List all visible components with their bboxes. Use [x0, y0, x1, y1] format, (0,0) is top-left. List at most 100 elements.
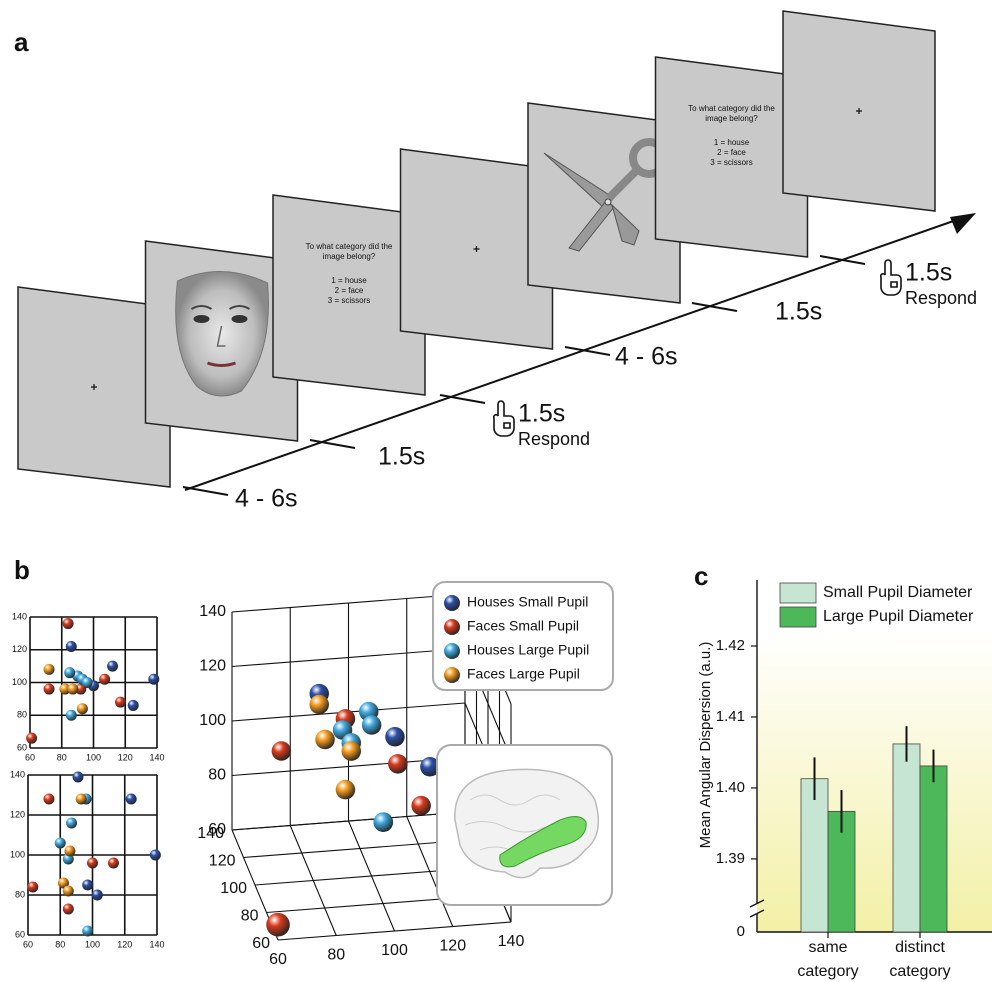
data-point — [43, 793, 55, 805]
interval-tick — [309, 439, 356, 449]
legend-marker — [444, 619, 460, 635]
data-point — [266, 912, 290, 937]
interval-action: Respond — [905, 288, 977, 308]
data-point — [26, 732, 38, 744]
face-eye — [193, 315, 210, 323]
y-tick-label: 120 — [209, 853, 236, 870]
fixation-cross — [473, 246, 480, 252]
legend-marker — [444, 667, 460, 683]
bar — [892, 743, 921, 933]
interval-duration: 1.5s — [378, 443, 425, 471]
plot-background — [757, 580, 992, 932]
face-mouth — [206, 361, 237, 367]
data-point — [27, 881, 39, 893]
interval-duration: 4 - 6s — [615, 343, 678, 371]
x-tick-label: 60 — [25, 752, 35, 762]
screen — [144, 240, 299, 442]
legend-label: Large Pupil Diameter — [823, 608, 974, 625]
bar — [919, 765, 948, 933]
interval-tick — [819, 255, 866, 265]
legend-marker — [444, 643, 460, 659]
x-tick-label: 60 — [269, 951, 287, 968]
x-tick-label: 80 — [55, 939, 65, 949]
data-point — [43, 683, 55, 695]
y-tick-label: 80 — [15, 889, 25, 899]
scissors-handle — [611, 203, 640, 246]
data-point — [107, 660, 119, 672]
z-tick-label: 100 — [199, 712, 226, 729]
screen — [782, 10, 936, 212]
x-tick-label: 140 — [149, 939, 164, 949]
legend-label: Faces Small Pupil — [467, 618, 579, 634]
legend-swatch — [779, 606, 817, 628]
question-text: 1 = house — [331, 276, 367, 285]
data-point — [62, 618, 74, 630]
question-text: 3 = scissors — [710, 158, 752, 167]
z-tick-label: 140 — [199, 603, 226, 620]
hand-icon — [879, 259, 902, 296]
question-text: 2 = face — [717, 148, 746, 157]
brain-region — [499, 816, 587, 868]
data-point — [361, 715, 382, 735]
y-tick-label: 80 — [241, 908, 259, 925]
question-text: image belong? — [323, 252, 376, 261]
question-text: 3 = scissors — [328, 296, 370, 305]
interval-duration: 1.5s — [775, 298, 822, 326]
interval-tick — [182, 486, 229, 496]
data-point — [341, 741, 362, 761]
data-point — [54, 837, 66, 849]
z-tick-label: 80 — [208, 767, 226, 784]
question-text: To what category did the — [688, 104, 775, 113]
legend-label: Faces Large Pupil — [467, 666, 580, 682]
interval-duration: 1.5s — [518, 400, 565, 428]
bar — [800, 778, 829, 933]
x-tick-label: 80 — [327, 947, 345, 964]
interval-duration: 1.5s — [905, 259, 952, 287]
interval-action: Respond — [518, 429, 590, 449]
x-tick-label: 140 — [149, 752, 164, 762]
y-tick-label: 100 — [220, 880, 247, 897]
x-tick-label: same category — [797, 939, 859, 980]
x-tick-label: 100 — [381, 942, 408, 959]
time-axis — [184, 217, 963, 491]
legend-swatch — [779, 582, 817, 604]
screen — [17, 286, 171, 488]
x-tick-label: 60 — [23, 939, 33, 949]
question-text: To what category did the — [306, 242, 393, 251]
data-point — [67, 683, 79, 695]
data-point — [75, 793, 87, 805]
data-point — [62, 885, 74, 897]
data-point — [64, 667, 76, 679]
x-tick-label: 120 — [117, 939, 132, 949]
face-eye — [231, 315, 248, 323]
y-tick-label: 120 — [10, 809, 25, 819]
data-point — [127, 699, 139, 711]
interval-duration: 4 - 6s — [235, 485, 298, 513]
time-arrowhead — [950, 213, 976, 234]
y-tick-label: 0 — [737, 923, 745, 940]
legend-label: Houses Large Pupil — [467, 642, 589, 658]
data-point — [411, 795, 431, 816]
data-point — [271, 741, 292, 761]
question-text: 2 = face — [335, 286, 364, 295]
data-point — [373, 812, 394, 832]
grid-line — [277, 921, 512, 941]
data-point — [91, 889, 103, 901]
y-tick-label: 1.39 — [716, 850, 745, 867]
interval-tick — [439, 394, 486, 404]
y-tick-label: 80 — [17, 710, 27, 720]
z-tick-label: 120 — [199, 658, 226, 675]
y-tick-label: 1.42 — [716, 637, 745, 654]
legend-marker — [444, 595, 460, 611]
panel-letter: c — [694, 561, 708, 591]
axis-break — [749, 899, 765, 908]
panel-letter: a — [14, 27, 29, 57]
face-brow — [190, 305, 251, 310]
y-axis-label: Mean Angular Dispersion (a.u.) — [697, 642, 714, 849]
y-tick-label: 60 — [252, 935, 270, 952]
interval-tick — [564, 346, 611, 356]
screen — [399, 148, 554, 350]
